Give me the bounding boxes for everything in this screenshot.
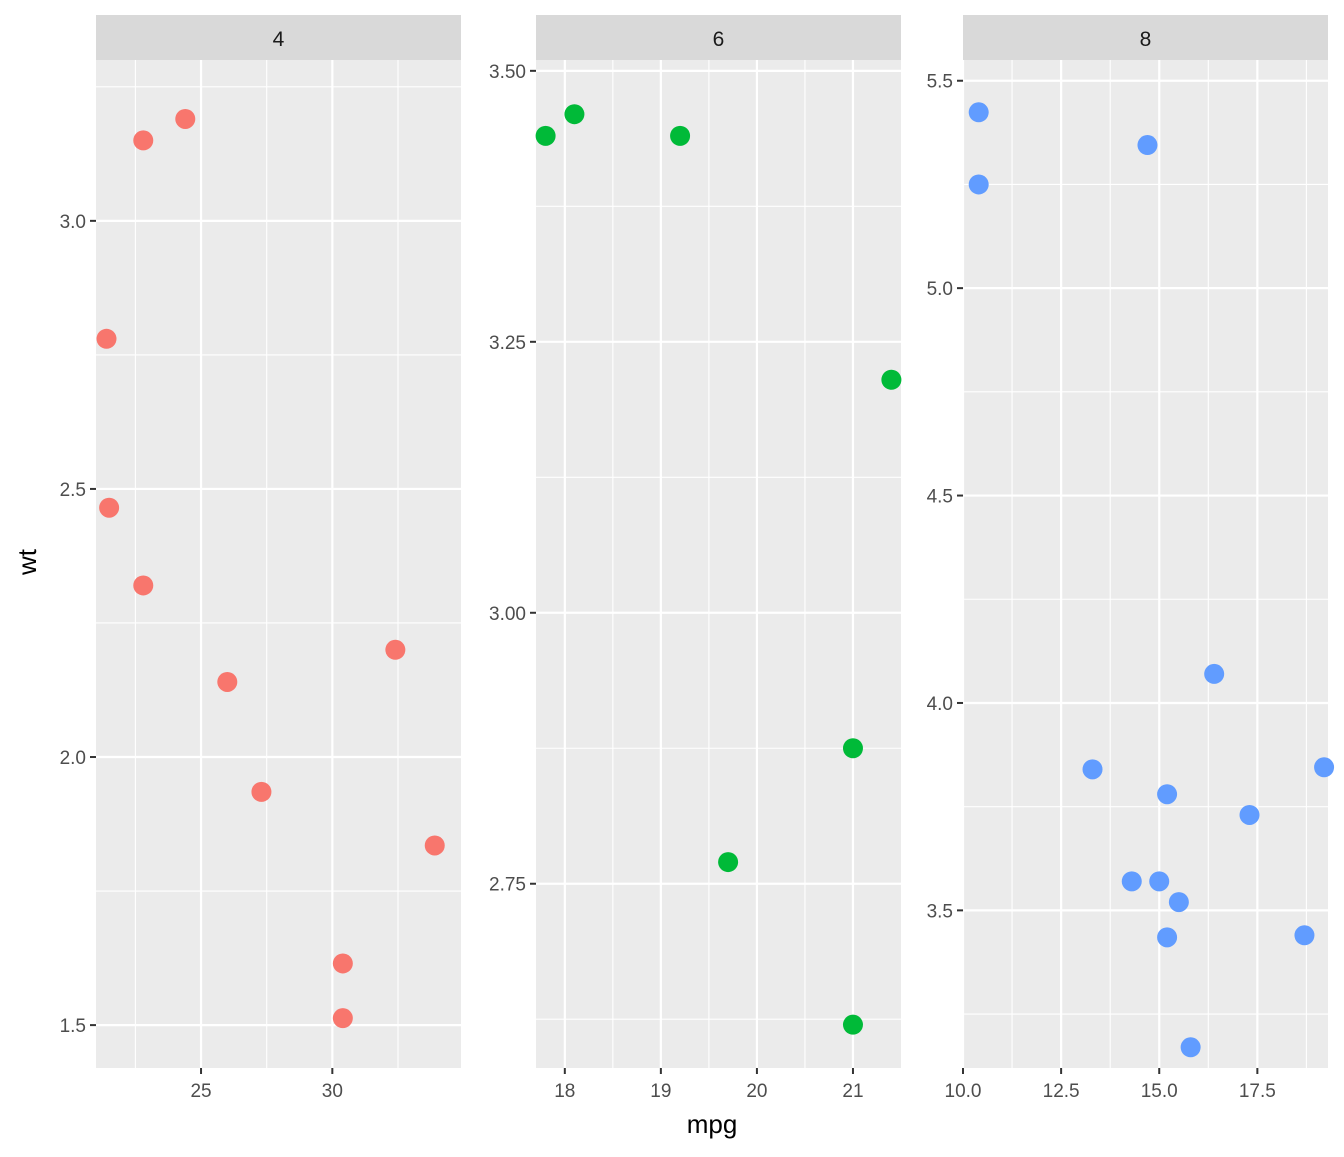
facet-panel-6: 6 18 19 20 21 2.75 3.00 3.25 3.50 [489,15,902,1102]
data-point [842,1014,863,1035]
y-tick-label: 1.5 [60,1016,86,1037]
x-tick-label: 15.0 [1141,1081,1178,1102]
x-tick-label: 18 [554,1081,575,1102]
y-axis-title: wt [12,548,42,576]
data-point [1121,871,1142,892]
data-point [332,1008,353,1029]
x-tick-label: 20 [746,1081,767,1102]
data-point [881,369,902,390]
facet-strip [963,15,1328,60]
y-tick-label: 3.5 [927,901,953,922]
facet-strip-label: 8 [1140,28,1152,51]
y-tick-label: 3.00 [489,604,526,625]
panel-background [96,60,461,1068]
data-point [424,835,445,856]
panel-background [963,60,1328,1068]
data-point [1168,892,1189,913]
data-point [385,639,406,660]
facet-strip-label: 4 [273,28,285,51]
data-point [1157,784,1178,805]
y-tick-label: 4.0 [927,694,953,715]
data-point [1314,757,1335,778]
data-point [332,953,353,974]
data-point [535,125,556,146]
panels-layer: 4 25 30 1.5 2.0 2.5 3.0 6 18 19 20 21 2.75 3.00 3.25 3.… [60,15,1335,1102]
data-point [1149,871,1170,892]
data-point [670,125,691,146]
data-point [251,781,272,802]
data-point [842,738,863,759]
x-tick-label: 30 [322,1081,343,1102]
y-tick-label: 5.5 [927,72,953,93]
data-point [133,575,154,596]
x-tick-label: 21 [842,1081,863,1102]
data-point [1239,804,1260,825]
y-tick-label: 3.50 [489,62,526,83]
data-point [968,174,989,195]
x-tick-label: 12.5 [1043,1081,1080,1102]
facet-panel-4: 4 25 30 1.5 2.0 2.5 3.0 [60,15,461,1102]
facet-strip-label: 6 [713,28,725,51]
data-point [718,852,739,873]
data-point [564,104,585,125]
panel-background [536,60,901,1068]
y-tick-label: 2.0 [60,748,86,769]
y-tick-label: 5.0 [927,279,953,300]
data-point [175,108,196,129]
data-point [1157,927,1178,948]
data-point [99,497,120,518]
x-tick-label: 17.5 [1239,1081,1276,1102]
x-tick-label: 19 [650,1081,671,1102]
data-point [1180,1037,1201,1058]
data-point [217,671,238,692]
y-tick-label: 3.25 [489,333,526,354]
x-axis-title: mpg [687,1109,738,1139]
data-point [1204,663,1225,684]
x-tick-label: 10.0 [945,1081,982,1102]
y-tick-label: 2.5 [60,480,86,501]
data-point [1082,759,1103,780]
data-point [1137,135,1158,156]
x-tick-label: 25 [190,1081,211,1102]
y-tick-label: 4.5 [927,487,953,508]
data-point [1294,925,1315,946]
data-point [133,130,154,151]
facet-strip [536,15,901,60]
data-point [96,328,117,349]
facet-strip [96,15,461,60]
facet-panel-8: 8 10.0 12.5 15.0 17.5 3.5 4.0 4.5 5.0 5.5 [927,15,1335,1102]
y-tick-label: 2.75 [489,875,526,896]
y-tick-label: 3.0 [60,212,86,233]
data-point [968,102,989,123]
